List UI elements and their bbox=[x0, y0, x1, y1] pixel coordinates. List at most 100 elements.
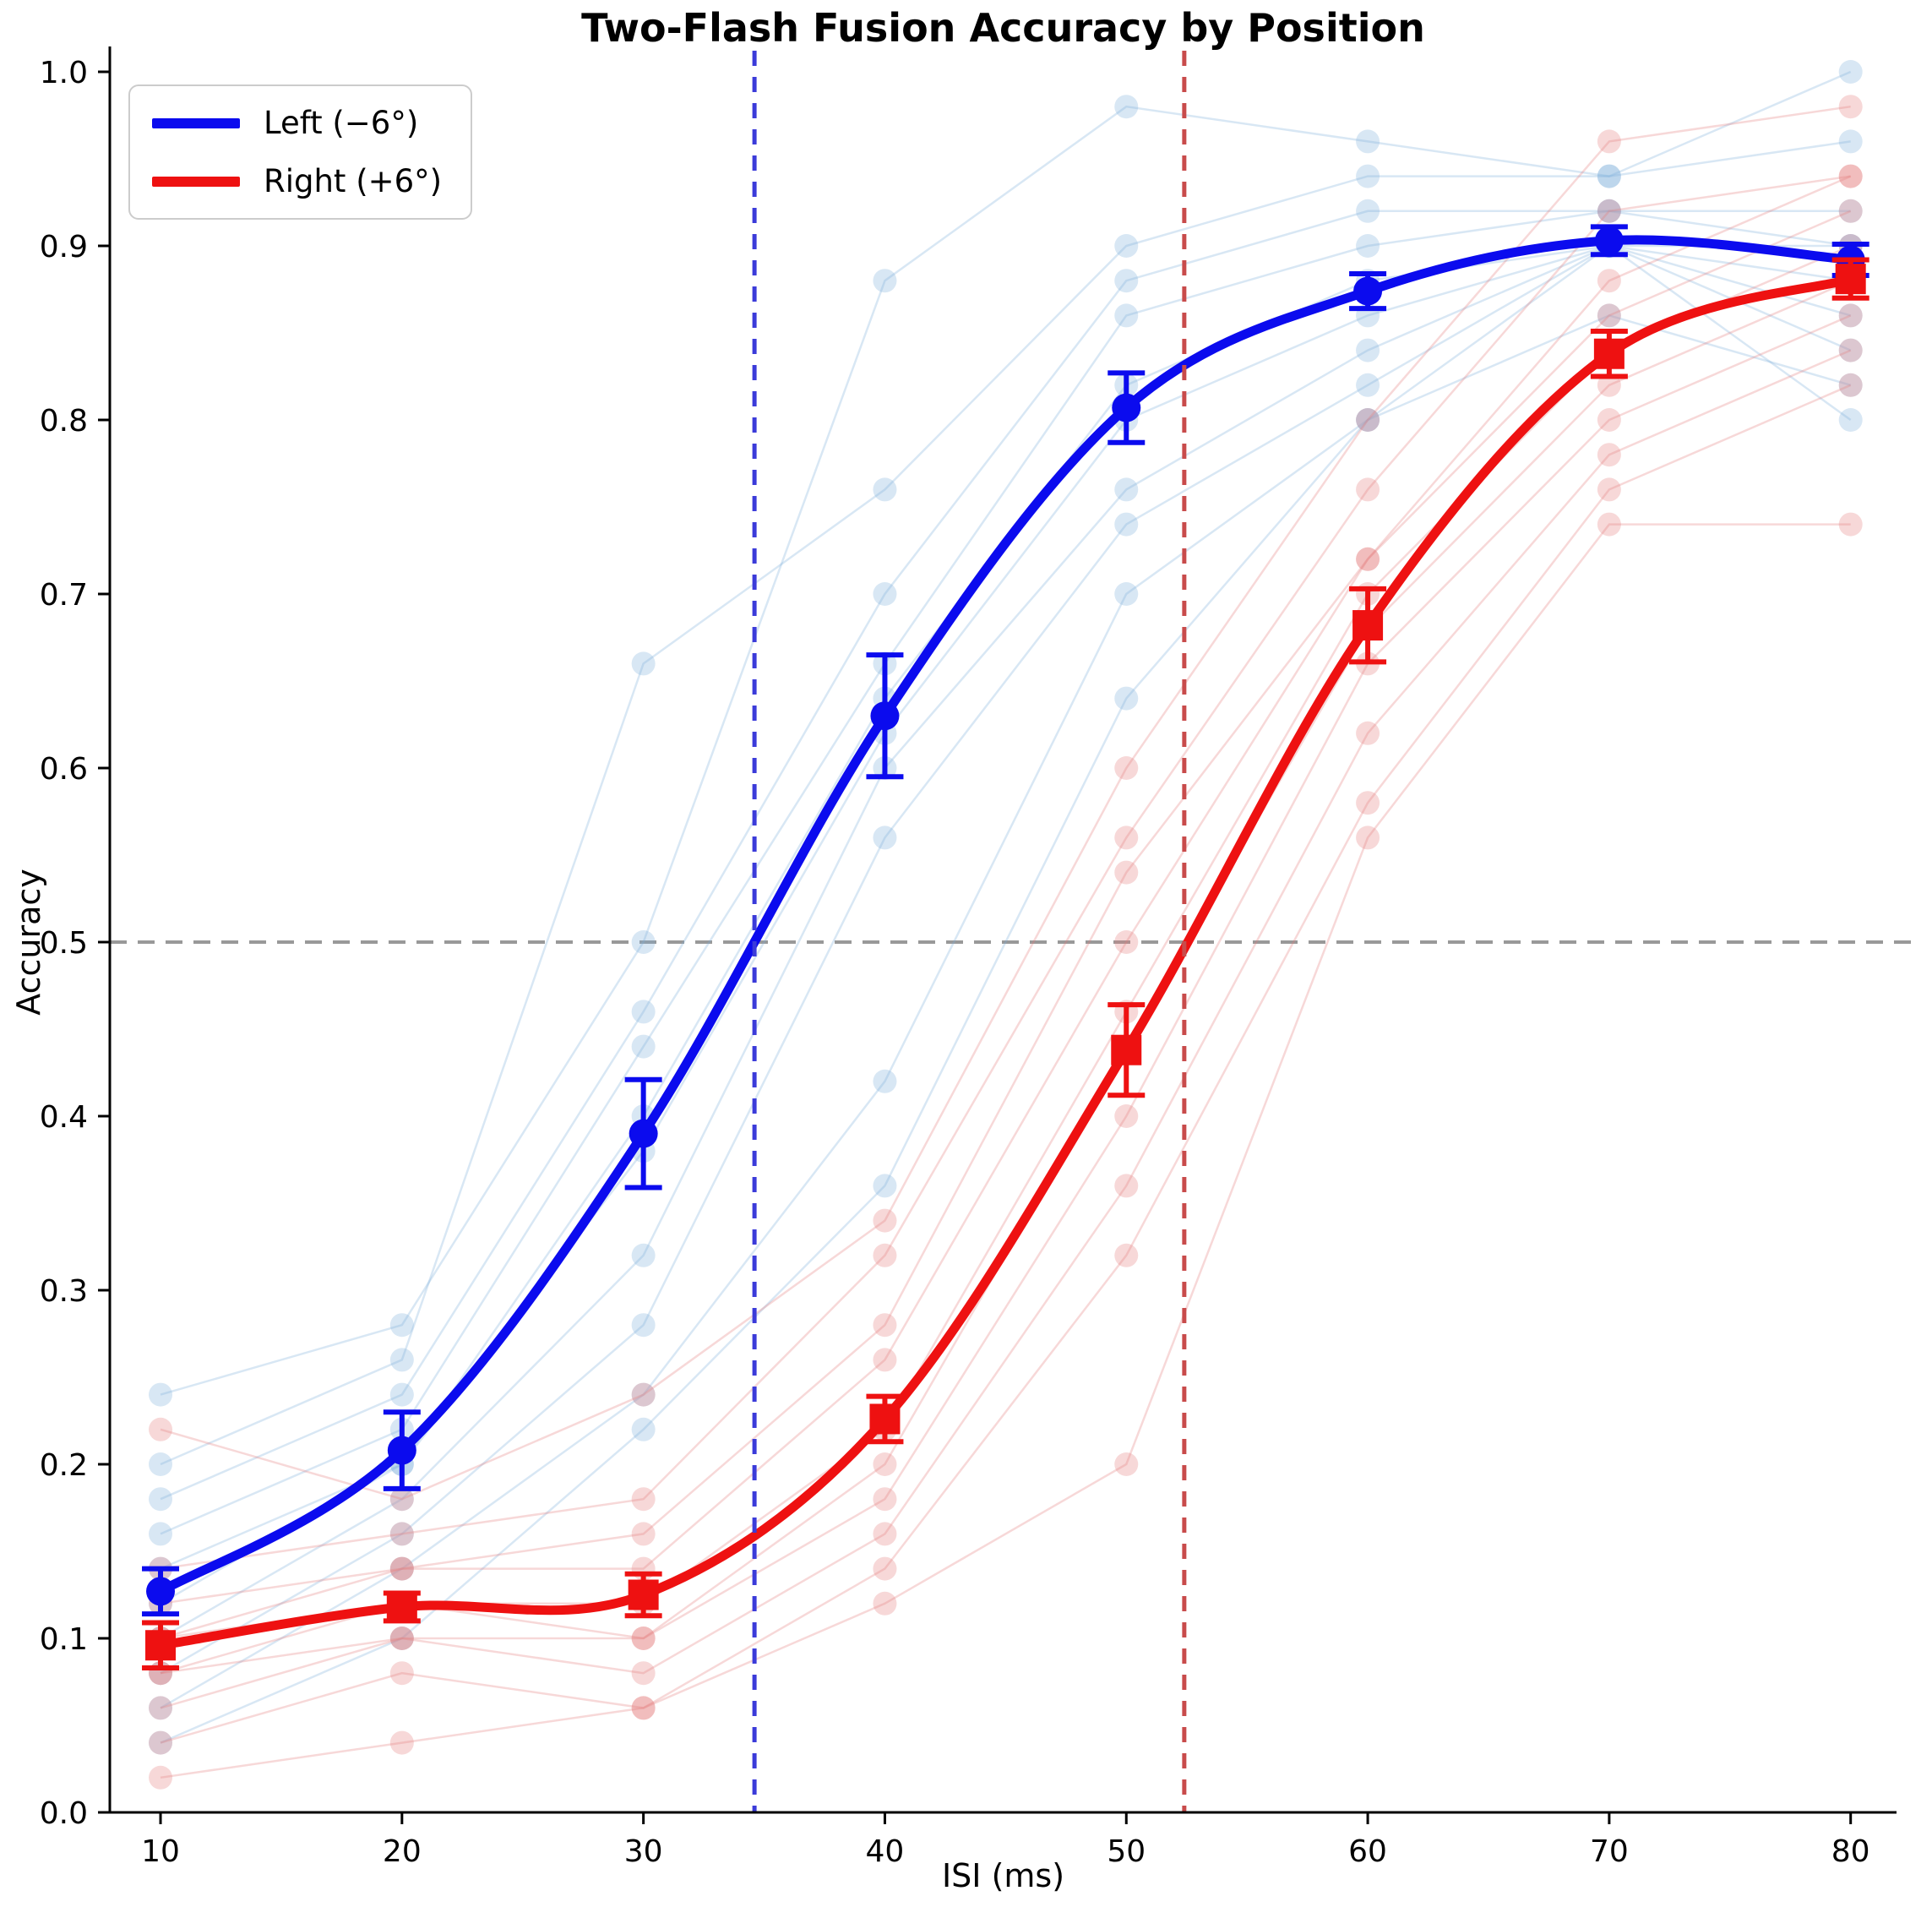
subject-point-right bbox=[873, 1591, 897, 1616]
subject-point-right bbox=[1838, 373, 1863, 397]
x-tick-label: 70 bbox=[1590, 1834, 1629, 1869]
subject-point-left bbox=[631, 1000, 656, 1024]
x-tick-label: 20 bbox=[383, 1834, 422, 1869]
subject-point-right bbox=[1114, 1174, 1139, 1198]
subject-point-left bbox=[1356, 408, 1380, 432]
subject-point-right bbox=[873, 1313, 897, 1338]
x-tick-label: 50 bbox=[1107, 1834, 1146, 1869]
subject-point-left bbox=[1356, 199, 1380, 223]
mean-point-left bbox=[146, 1577, 176, 1606]
subject-point-left bbox=[1114, 582, 1139, 606]
subject-point-right bbox=[873, 1487, 897, 1512]
subject-point-right bbox=[873, 1348, 897, 1372]
subject-point-right bbox=[389, 1522, 414, 1546]
mean-point-right bbox=[386, 1591, 417, 1622]
subject-point-right bbox=[389, 1730, 414, 1755]
subject-point-left bbox=[1597, 164, 1621, 188]
subject-trace-left bbox=[160, 210, 1851, 1535]
subject-point-left bbox=[389, 1522, 414, 1546]
y-tick-label: 0.8 bbox=[40, 404, 88, 439]
mean-point-left bbox=[1112, 393, 1141, 422]
subject-trace-right bbox=[160, 384, 1852, 1744]
subject-point-left bbox=[389, 1348, 414, 1372]
subject-point-left bbox=[1838, 199, 1863, 223]
mean-point-left bbox=[1594, 226, 1624, 255]
subject-point-right bbox=[1838, 164, 1863, 188]
subject-point-right bbox=[1114, 826, 1139, 850]
y-tick-label: 0.7 bbox=[40, 578, 88, 613]
mean-curve-left bbox=[155, 235, 1856, 1596]
legend-label-left: Left (−6°) bbox=[264, 105, 419, 141]
legend-swatch-left-line bbox=[152, 117, 240, 128]
subject-trace-right bbox=[160, 210, 1852, 1640]
subject-point-right bbox=[1356, 547, 1380, 571]
subject-trace-left bbox=[160, 244, 1852, 1640]
subject-point-right bbox=[631, 1696, 656, 1720]
subject-point-left bbox=[1114, 95, 1139, 119]
subject-trace-right bbox=[160, 314, 1852, 1675]
subject-point-left bbox=[873, 269, 897, 293]
y-tick-label: 0.9 bbox=[40, 230, 88, 264]
x-tick-label: 40 bbox=[866, 1834, 905, 1869]
legend-item-left: Left (−6°) bbox=[152, 105, 442, 141]
subject-point-left bbox=[631, 1034, 656, 1059]
subject-point-right bbox=[1356, 477, 1380, 502]
subject-point-right bbox=[1597, 199, 1621, 223]
subject-point-left bbox=[1114, 269, 1139, 293]
subject-trace-left bbox=[160, 140, 1851, 1466]
subject-trace-left bbox=[160, 314, 1852, 1709]
y-axis-label: Accuracy bbox=[10, 869, 47, 1016]
subject-point-left bbox=[1838, 60, 1863, 84]
subject-trace-left bbox=[160, 244, 1851, 1605]
subject-point-right bbox=[631, 1696, 656, 1720]
subject-point-left bbox=[1838, 129, 1863, 154]
subject-point-left bbox=[389, 1382, 414, 1407]
y-tick-label: 0.3 bbox=[40, 1274, 88, 1309]
chart-title: Two-Flash Fusion Accuracy by Position bbox=[581, 5, 1425, 51]
y-tick-label: 0.4 bbox=[40, 1100, 88, 1135]
y-tick-label: 1.0 bbox=[40, 56, 88, 90]
subject-point-right bbox=[1597, 303, 1621, 328]
subject-point-right bbox=[389, 1556, 414, 1581]
subject-point-right bbox=[1114, 1243, 1139, 1267]
subject-point-left bbox=[631, 651, 656, 676]
subject-point-left bbox=[873, 1174, 897, 1198]
subject-point-right bbox=[1114, 1104, 1139, 1128]
subject-point-right bbox=[631, 1626, 656, 1650]
subject-point-right bbox=[631, 1487, 656, 1512]
subject-point-left bbox=[873, 826, 897, 850]
subject-point-left bbox=[1356, 408, 1380, 432]
legend-label-right: Right (+6°) bbox=[264, 163, 443, 199]
subject-point-right bbox=[389, 1487, 414, 1512]
subject-point-right bbox=[1356, 408, 1380, 432]
subject-point-left bbox=[1114, 512, 1139, 537]
subject-point-right bbox=[1114, 1452, 1139, 1476]
mean-point-right bbox=[1352, 610, 1384, 641]
subject-point-left bbox=[1838, 373, 1863, 397]
subject-point-left bbox=[149, 1452, 173, 1476]
subject-point-left bbox=[1356, 164, 1380, 188]
subject-point-right bbox=[1114, 930, 1139, 954]
subject-trace-right bbox=[160, 105, 1851, 1501]
legend-swatch-right-line bbox=[152, 176, 240, 187]
subject-point-right bbox=[1597, 512, 1621, 537]
subject-point-right bbox=[149, 1696, 173, 1720]
mean-point-left bbox=[629, 1119, 658, 1148]
subject-point-left bbox=[1114, 686, 1139, 711]
mean-point-right bbox=[869, 1403, 901, 1435]
subject-point-left bbox=[873, 582, 897, 606]
subject-point-right bbox=[873, 1208, 897, 1233]
subject-point-right bbox=[1838, 199, 1863, 223]
subject-point-right bbox=[149, 1417, 173, 1441]
subject-point-left bbox=[1597, 303, 1621, 328]
mean-point-left bbox=[870, 701, 900, 731]
subject-point-right bbox=[1597, 373, 1621, 397]
subject-point-left bbox=[389, 1487, 414, 1512]
subject-point-left bbox=[1838, 303, 1863, 328]
subject-point-right bbox=[149, 1765, 173, 1790]
subject-point-left bbox=[631, 1313, 656, 1338]
subject-point-right bbox=[1838, 95, 1863, 119]
subject-point-left bbox=[1356, 373, 1380, 397]
subject-point-right bbox=[631, 1626, 656, 1650]
